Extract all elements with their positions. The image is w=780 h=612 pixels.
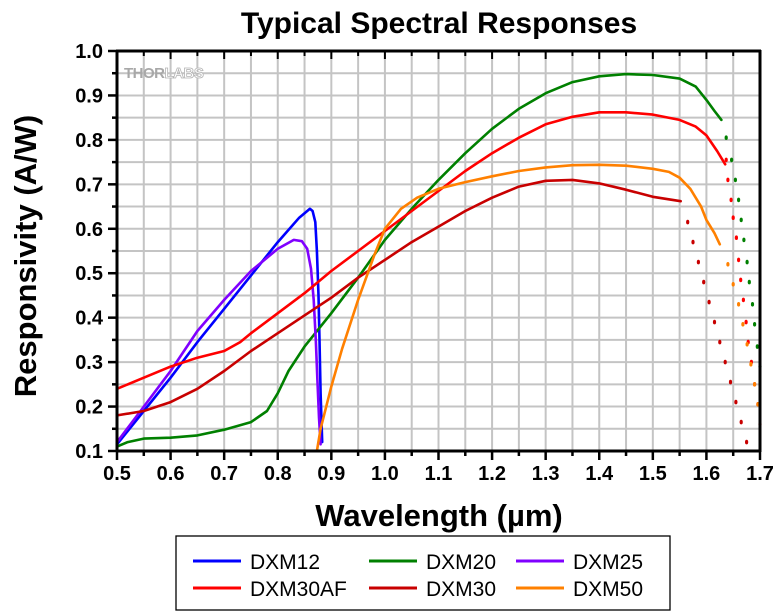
x-tick-label: 1.7 <box>746 463 774 485</box>
x-tick-label: 1.1 <box>425 463 453 485</box>
series-line-dxm30af <box>115 111 727 391</box>
series-point-dxm50 <box>731 282 735 287</box>
x-tick-label: 0.9 <box>317 463 345 485</box>
series-point-dxm50 <box>741 322 745 327</box>
y-axis-label: Responsivity (A/W) <box>8 115 43 397</box>
series-point-dxm20 <box>745 259 749 265</box>
series-point-dxm20 <box>755 344 759 349</box>
legend-label: DXM30AF <box>250 578 347 601</box>
legend-label: DXM12 <box>250 551 320 574</box>
series-point-dxm30 <box>745 439 749 445</box>
series-line-dxm30 <box>115 178 683 417</box>
x-tick-label: 1.4 <box>585 463 614 485</box>
series-point-dxm50 <box>745 342 749 347</box>
watermark-light: LABS <box>165 65 204 82</box>
series-point-dxm20 <box>739 217 743 223</box>
x-tick-label: 1.3 <box>532 463 560 485</box>
grid <box>116 50 761 452</box>
series-line-dxm20 <box>115 72 723 448</box>
x-tick-label: 1.2 <box>478 463 506 485</box>
series-point-dxm50 <box>737 302 741 307</box>
legend-item-dxm25: DXM25 <box>516 551 643 574</box>
legend-item-dxm30: DXM30 <box>369 578 496 601</box>
watermark-bold: THOR <box>124 65 165 82</box>
y-tick-label: 1.0 <box>75 41 103 63</box>
y-tick-label: 0.9 <box>75 85 103 107</box>
y-axis-ticks: 0.1 0.2 0.3 0.4 0.5 0.6 0.7 0.8 0.9 1.0 <box>75 41 117 463</box>
y-tick-label: 0.5 <box>75 263 103 285</box>
chart-title: Typical Spectral Responses <box>241 7 637 40</box>
x-tick-label: 1.5 <box>639 463 667 485</box>
series-point-dxm50 <box>753 382 757 387</box>
legend-item-dxm12: DXM12 <box>193 551 320 574</box>
series-point-dxm30 <box>691 239 695 245</box>
series-point-dxm20 <box>737 197 741 203</box>
series-point-dxm20 <box>733 177 738 183</box>
x-axis-ticks: 0.5 0.6 0.7 0.8 0.9 1.0 1.1 1.2 1.3 1.4 1.5 1.6 1.7 <box>103 51 774 485</box>
legend-item-dxm50: DXM50 <box>516 578 643 601</box>
series-group <box>115 72 762 453</box>
legend-item-dxm20: DXM20 <box>369 551 496 574</box>
legend-label: DXM20 <box>426 551 496 574</box>
x-tick-label: 1.6 <box>693 463 721 485</box>
series-point-dxm20 <box>724 135 728 140</box>
series-point-dxm30af <box>744 319 748 325</box>
x-tick-label: 0.6 <box>157 463 185 485</box>
x-tick-label: 1.0 <box>371 463 399 485</box>
series-point-dxm30 <box>707 299 711 305</box>
series-line-dxm12 <box>115 207 324 446</box>
series-point-dxm30 <box>728 379 733 385</box>
series-point-dxm30af <box>726 177 730 183</box>
series-point-dxm30 <box>712 319 717 325</box>
series-point-dxm20 <box>753 322 757 327</box>
series-point-dxm30af <box>739 277 743 283</box>
x-tick-label: 0.7 <box>210 463 238 485</box>
x-tick-label: 0.5 <box>103 463 131 485</box>
series-point-dxm30af <box>741 297 746 303</box>
y-tick-label: 0.4 <box>75 308 104 330</box>
y-tick-label: 0.7 <box>75 174 103 196</box>
y-tick-label: 0.2 <box>75 397 103 419</box>
series-point-dxm30 <box>734 399 738 405</box>
series-point-dxm30 <box>739 419 743 425</box>
x-tick-label: 0.8 <box>264 463 292 485</box>
y-tick-label: 0.8 <box>75 130 103 152</box>
series-point-dxm30 <box>686 219 690 225</box>
series-point-dxm30af <box>731 215 735 220</box>
series-point-dxm30 <box>696 259 701 265</box>
legend-box <box>175 535 671 611</box>
series-point-dxm20 <box>747 279 751 285</box>
series-point-dxm20 <box>730 157 734 163</box>
series-point-dxm50 <box>726 262 730 267</box>
y-tick-label: 0.3 <box>75 352 103 374</box>
series-line-dxm25 <box>115 238 322 446</box>
series-point-dxm30af <box>724 157 728 163</box>
thorlabs-watermark: THORLABS <box>124 65 204 82</box>
series-point-dxm50 <box>749 362 753 367</box>
series-point-dxm30 <box>723 359 727 365</box>
series-point-dxm20 <box>742 237 746 243</box>
legend: DXM12 DXM20 DXM25 DXM30AF DXM30 DXM50 <box>175 535 671 611</box>
series-point-dxm30 <box>718 339 722 345</box>
series-point-dxm20 <box>750 302 755 307</box>
x-axis-label: Wavelength (µm) <box>315 498 563 533</box>
legend-label: DXM30 <box>426 578 496 601</box>
series-line-dxm50 <box>315 163 722 453</box>
legend-label: DXM25 <box>573 551 643 574</box>
series-point-dxm30af <box>737 257 741 263</box>
series-point-dxm30af <box>729 197 733 203</box>
legend-item-dxm30af: DXM30AF <box>193 578 347 601</box>
series-point-dxm30af <box>734 235 739 240</box>
y-tick-label: 0.1 <box>75 441 103 463</box>
y-tick-label: 0.6 <box>75 219 103 241</box>
series-point-dxm30 <box>702 279 706 285</box>
legend-label: DXM50 <box>573 578 643 601</box>
